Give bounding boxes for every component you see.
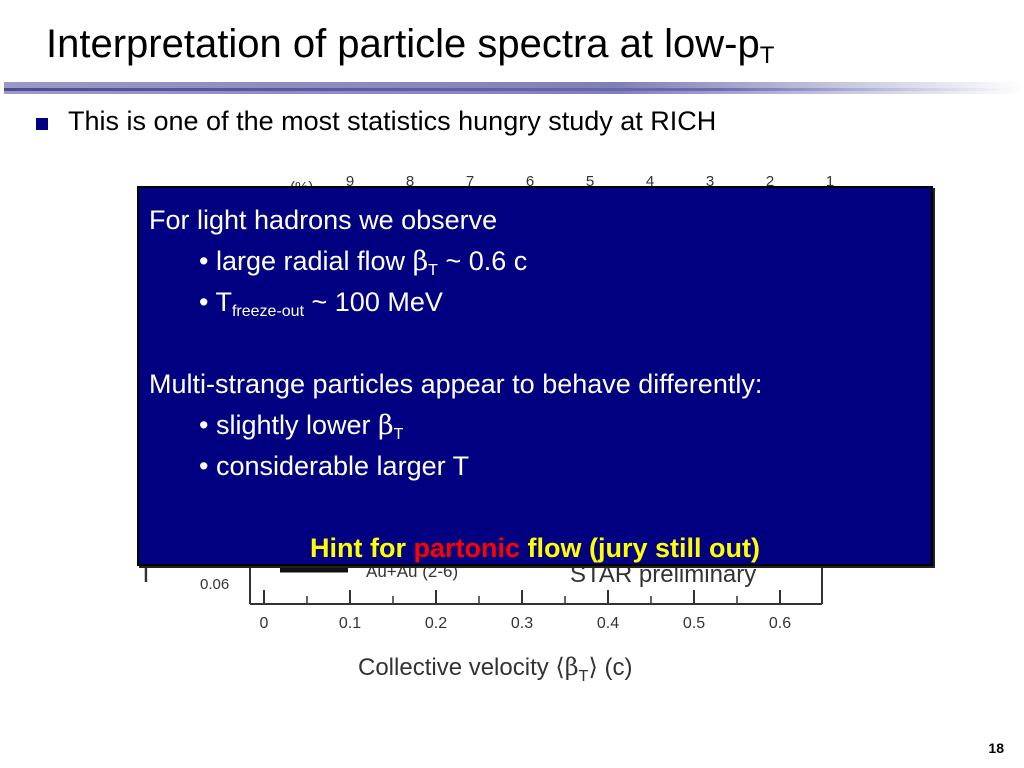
slide-title: Interpretation of particle spectra at lo… [46,22,774,70]
top-tick-label: 8 [406,173,414,190]
top-tick-label: 1 [826,173,834,190]
page-number: 18 [988,740,1004,756]
x-tick-label: 0 [260,615,269,632]
overlay-heading: For light hadrons we observe [149,205,498,235]
x-axis-ticks: 0 0.1 0.2 0.3 0.4 0.5 0.6 [260,590,791,632]
overlay-spacer-2 [149,487,931,528]
x-tick-label: 0.6 [769,615,791,632]
overlay-heading-multistrange: Multi-strange particles appear to behave… [149,369,763,399]
bullet-row: This is one of the most statistics hungr… [36,106,716,137]
overlay-hint: Hint for partonic flow (jury still out) [310,533,760,563]
x-axis-label: Collective velocity ⟨βT⟩ (c) [358,653,632,685]
y-tick-label: 0.06 [200,576,229,593]
x-tick-label: 0.1 [339,615,361,632]
overlay-item-lower-beta: • slightly lower βT [199,410,404,443]
top-tick-label: 2 [766,173,774,190]
slide-title-subscript: T [759,42,775,69]
top-axis-ticks: 9 8 7 6 5 4 3 2 1 [346,173,834,190]
top-tick-label: 3 [706,173,714,190]
overlay-item-freeze-out: • Tfreeze-out ~ 100 MeV [199,287,443,320]
overlay-item-larger-t: • considerable larger T [199,451,470,481]
overlay-item-radial-flow: • large radial flow βT ~ 0.6 c [199,246,528,279]
x-tick-label: 0.3 [511,615,533,632]
top-tick-label: 7 [466,173,474,190]
bullet-text: This is one of the most statistics hungr… [68,106,717,136]
top-tick-label: 9 [346,173,354,190]
title-rule-accent [4,88,1024,91]
top-tick-label: 4 [646,173,654,190]
top-tick-label: 5 [586,173,594,190]
overlay-box: For light hadrons we observe • large rad… [137,186,933,566]
top-tick-label: 6 [526,173,534,190]
x-tick-label: 0.5 [683,615,705,632]
x-tick-label: 0.2 [425,615,447,632]
overlay-spacer [149,323,931,364]
x-tick-label: 0.4 [597,615,619,632]
legend-entry: Au+Au (2-6) [366,562,458,581]
slide-title-text: Interpretation of particle spectra at lo… [46,22,760,66]
bullet-square-icon [36,117,48,130]
